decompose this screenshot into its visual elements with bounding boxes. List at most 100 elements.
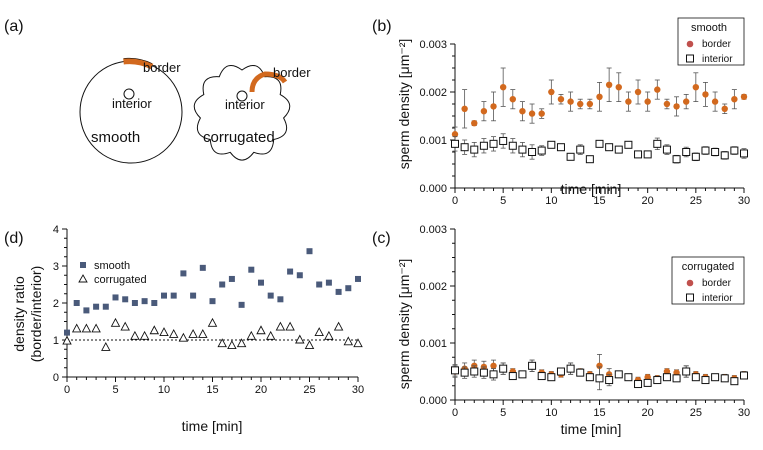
chart-d-corrugated-point xyxy=(265,330,276,340)
smooth-border-region xyxy=(123,58,154,70)
chart-d-legend-smooth-label: smooth xyxy=(94,260,130,272)
chart-d-corrugated-point xyxy=(246,330,257,340)
chart-d-smooth-point xyxy=(335,288,342,295)
chart-d-smooth-point xyxy=(190,292,197,299)
chart-d-smooth-point xyxy=(131,300,138,306)
chart-d-smooth-point xyxy=(102,303,109,310)
chart-b-interior-point xyxy=(595,139,604,148)
chart-d-x-tick-label: 20 xyxy=(255,384,267,396)
chart-c-y-tick-label: 0.001 xyxy=(419,338,447,350)
chart-c-interior-point xyxy=(479,368,488,377)
chart-d-smooth-point xyxy=(258,279,264,286)
chart-d-y-tick-label: 3 xyxy=(53,261,59,273)
chart-d-x-tick-label: 5 xyxy=(112,384,118,396)
chart-d-xlabel: time [min] xyxy=(182,418,243,434)
chart-b-interior-point xyxy=(508,141,517,150)
chart-b-border-point xyxy=(634,88,642,96)
chart-c-interior-point xyxy=(691,373,700,382)
chart-b-y-tick-label: 0.002 xyxy=(419,87,447,99)
chart-c-x-tick-label: 10 xyxy=(545,407,557,419)
chart-d-corrugated-point xyxy=(207,317,218,327)
chart-d-smooth-point xyxy=(355,275,361,282)
chart-b-border-point xyxy=(711,98,719,105)
chart-d-smooth-point xyxy=(238,301,245,308)
chart-b-border-point xyxy=(615,84,622,91)
chart-b-interior-point xyxy=(547,140,556,149)
chart-b-interior-point xyxy=(672,155,681,164)
chart-d-smooth-point xyxy=(316,281,323,288)
chart-d-smooth-point xyxy=(83,307,90,314)
panel-label-c: (c) xyxy=(372,230,391,247)
chart-c-interior-point xyxy=(653,376,662,385)
chart-d-legend-corrugated-marker xyxy=(78,274,88,283)
chart-d-corrugated-point xyxy=(198,328,208,338)
chart-b-border-point xyxy=(663,100,671,108)
chart-d-corrugated-point xyxy=(227,340,237,349)
chart-b-border-point xyxy=(577,100,584,108)
chart-c-legend-border-marker xyxy=(686,279,694,287)
chart-d-corrugated-point xyxy=(353,338,363,348)
chart-b-y-tick-label: 0.003 xyxy=(419,39,447,51)
chart-b-x-tick-label: 0 xyxy=(452,195,458,207)
chart-d-smooth-point xyxy=(296,272,303,279)
chart-b-x-tick-label: 15 xyxy=(593,195,605,207)
chart-b-border-point xyxy=(548,88,555,96)
chart-c-interior-point xyxy=(624,373,633,382)
chart-c-x-tick-label: 5 xyxy=(500,407,506,419)
corrugated-interior-marker xyxy=(236,90,248,102)
chart-c-interior-point xyxy=(740,371,748,380)
chart-b-interior-point xyxy=(499,136,508,145)
chart-c-legend: corrugated border interior xyxy=(671,256,745,305)
chart-c-border-point xyxy=(663,368,671,375)
chart-d-corrugated-point xyxy=(110,317,121,327)
chart-b-x-tick-label: 5 xyxy=(500,195,506,207)
chart-c-y-tick-label: 0.000 xyxy=(419,395,447,407)
chart-c-interior-point xyxy=(547,373,556,382)
chart-b-legend-border-label: border xyxy=(702,39,732,50)
corrugated-interior-label: interior xyxy=(225,97,265,112)
chart-b-y-tick-label: 0.001 xyxy=(419,135,447,147)
chart-b-x-tick-label: 25 xyxy=(690,195,702,207)
chart-c-interior-point xyxy=(451,366,459,375)
chart-b-border-point xyxy=(692,84,700,91)
chart-c-interior-point xyxy=(605,376,614,385)
chart-d-corrugated-point xyxy=(236,338,247,348)
chart-b-interior-point xyxy=(489,139,498,148)
chart-d-corrugated-point xyxy=(168,328,179,338)
chart-b-border-point xyxy=(721,105,728,113)
chart-b-border-point xyxy=(490,103,497,110)
chart-c-legend-border-label: border xyxy=(702,278,732,289)
chart-c-x-tick-label: 25 xyxy=(690,407,702,419)
chart-b-legend-interior-label: interior xyxy=(702,54,733,65)
chart-b-border-point xyxy=(509,96,516,103)
chart-b-interior-point xyxy=(605,143,614,152)
chart-c-interior-point xyxy=(711,373,720,382)
chart-d-corrugated-point xyxy=(62,335,72,345)
chart-b-interior-point xyxy=(566,152,575,161)
chart-b-border-point xyxy=(654,86,661,93)
chart-d-y-tick-label: 1 xyxy=(53,335,59,347)
chart-d-corrugated-point xyxy=(343,336,354,346)
chart-b-border-point xyxy=(702,91,709,98)
chart-c-interior-point xyxy=(460,368,469,377)
chart-b-interior-point xyxy=(653,139,662,148)
chart-d-corrugated-point xyxy=(71,323,82,333)
chart-b-border-point xyxy=(557,96,565,103)
chart-d-corrugated-point xyxy=(285,321,295,331)
smooth-label: smooth xyxy=(91,129,140,146)
chart-b-border-point xyxy=(596,93,603,101)
chart-b-border-point xyxy=(567,98,574,105)
chart-d-smooth-point xyxy=(141,298,148,305)
panel-label-a: (a) xyxy=(4,18,24,35)
chart-b-border-point xyxy=(471,120,478,127)
chart-c-interior-point xyxy=(720,374,729,383)
smooth-cell-shape xyxy=(79,60,183,164)
chart-c-x-tick-label: 15 xyxy=(593,407,605,419)
chart-c-x-tick-label: 20 xyxy=(642,407,654,419)
chart-d-y-tick-label: 2 xyxy=(53,298,59,310)
chart-c-interior-point xyxy=(643,378,652,387)
chart-d-x-tick-label: 25 xyxy=(303,384,315,396)
chart-b-border-point xyxy=(683,98,690,105)
chart-d-corrugated-point xyxy=(333,321,344,331)
